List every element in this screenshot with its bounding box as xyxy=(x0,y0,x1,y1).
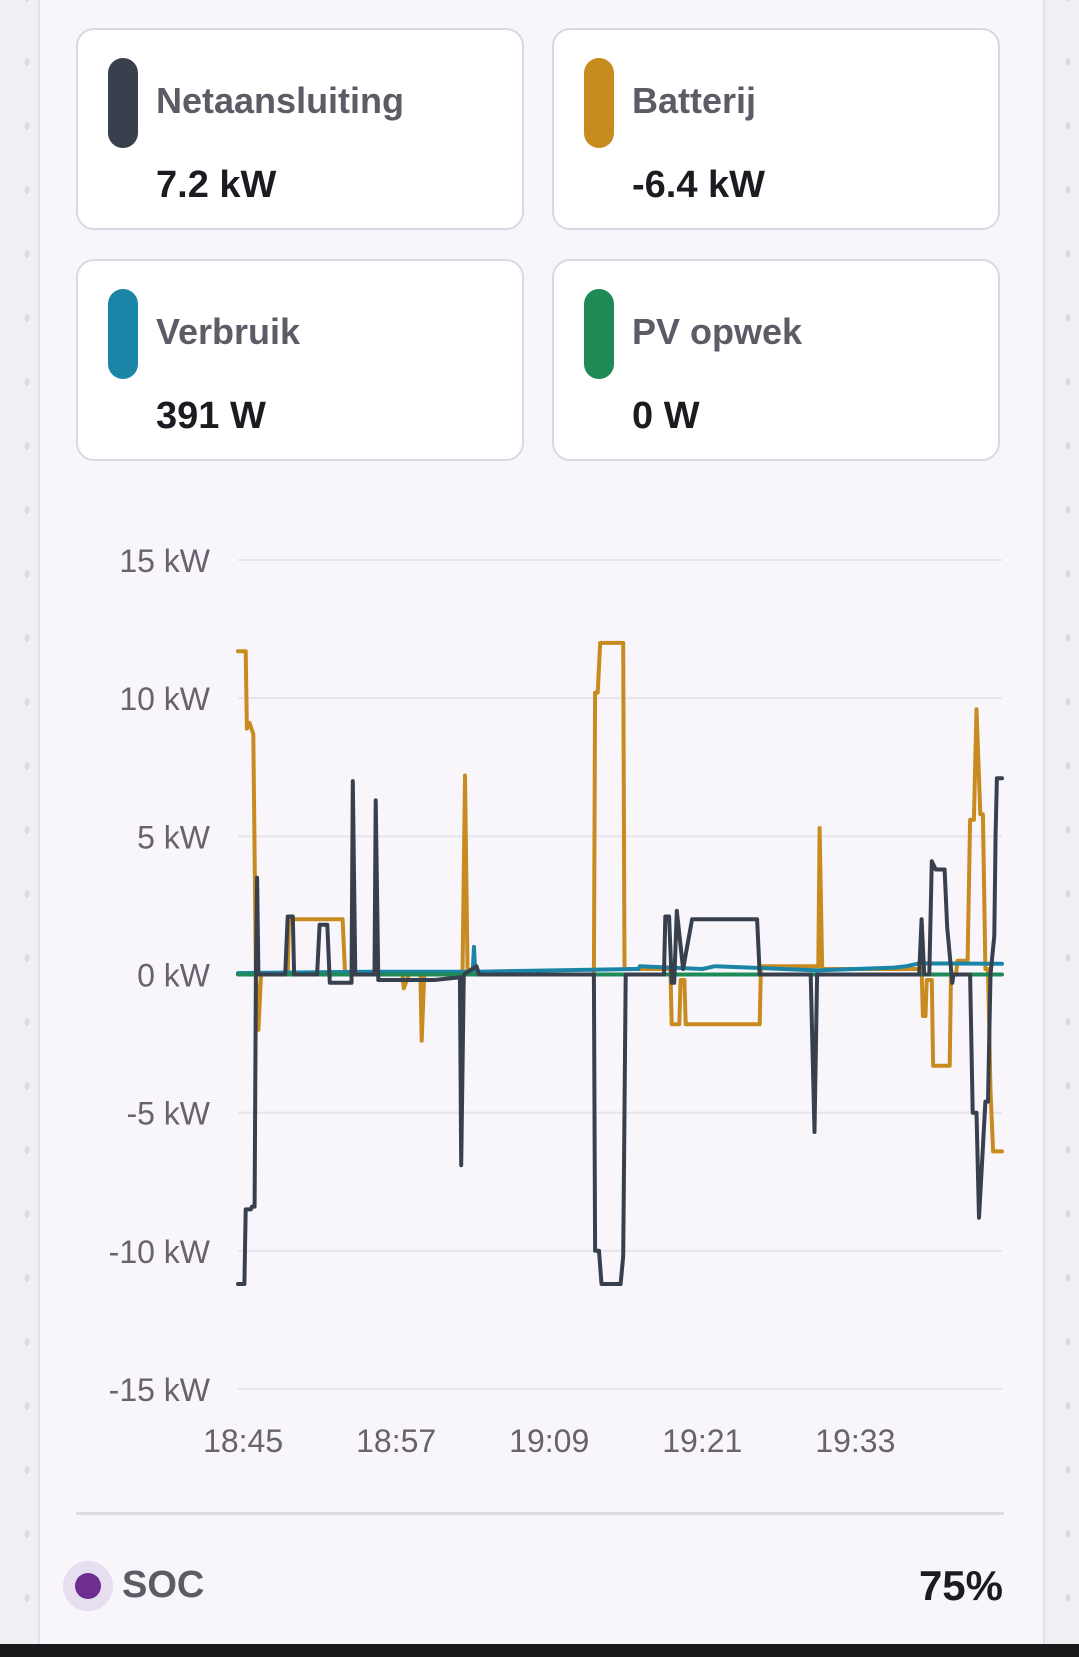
card-value: 7.2 kW xyxy=(156,164,277,206)
card-value: -6.4 kW xyxy=(632,164,766,206)
card-label: Netaansluiting xyxy=(156,80,405,121)
x-tick-label: 19:21 xyxy=(662,1423,742,1459)
y-tick-label: -10 kW xyxy=(109,1234,211,1270)
x-tick-label: 19:09 xyxy=(509,1423,589,1459)
pv-opwek-color-indicator xyxy=(584,289,614,379)
y-tick-label: 5 kW xyxy=(137,819,211,855)
netaansluiting-color-indicator xyxy=(108,58,138,148)
card-label: Verbruik xyxy=(156,311,301,352)
y-tick-label: 0 kW xyxy=(137,958,211,994)
x-tick-label: 19:33 xyxy=(815,1423,895,1459)
series-line-netaansluiting xyxy=(236,776,1004,1286)
card-pv-opwek[interactable]: PV opwek 0 W xyxy=(552,259,1000,461)
card-label: Batterij xyxy=(632,80,757,121)
card-batterij[interactable]: Batterij -6.4 kW xyxy=(552,28,1000,230)
divider xyxy=(76,1512,1004,1515)
y-tick-label: 15 kW xyxy=(119,543,210,579)
card-netaansluiting[interactable]: Netaansluiting 7.2 kW xyxy=(76,28,524,230)
verbruik-color-indicator xyxy=(108,289,138,379)
y-tick-label: -5 kW xyxy=(126,1096,210,1132)
background-pattern-right xyxy=(1041,0,1079,1657)
card-value: 0 W xyxy=(632,395,700,437)
card-label: PV opwek xyxy=(632,311,803,352)
soc-dot-icon xyxy=(75,1573,101,1599)
x-tick-label: 18:57 xyxy=(356,1423,436,1459)
soc-label: SOC xyxy=(122,1564,205,1606)
system-bottom-bar xyxy=(0,1644,1079,1657)
card-verbruik[interactable]: Verbruik 391 W xyxy=(76,259,524,461)
background-pattern-left xyxy=(0,0,38,1657)
x-tick-label: 18:45 xyxy=(203,1423,283,1459)
y-tick-label: 10 kW xyxy=(119,681,210,717)
power-line-chart[interactable]: 15 kW 10 kW 5 kW 0 kW -5 kW -10 kW -15 kW 18:45… xyxy=(0,0,1079,1500)
series-line-batterij xyxy=(236,640,1004,1154)
card-value: 391 W xyxy=(156,395,266,437)
soc-value: 75% xyxy=(918,1562,1003,1609)
y-tick-label: -15 kW xyxy=(109,1372,211,1408)
batterij-color-indicator xyxy=(584,58,614,148)
